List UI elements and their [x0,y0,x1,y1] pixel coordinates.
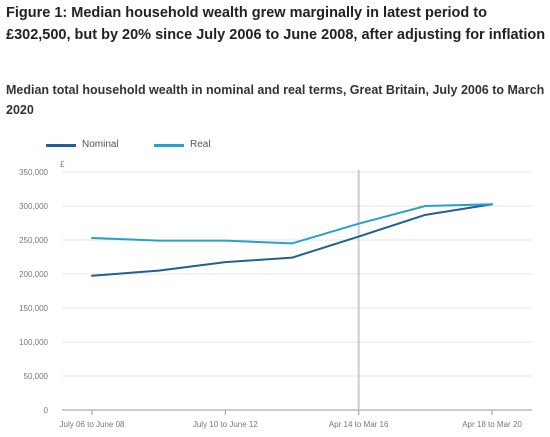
legend-label-real: Real [190,139,211,150]
legend-label-nominal: Nominal [82,139,119,150]
figure-title: Figure 1: Median household wealth grew m… [6,5,546,43]
y-tick-label: 200,000 [19,270,48,279]
y-tick-label: 350,000 [19,168,48,177]
y-tick-label: 250,000 [19,236,48,245]
series-line-real [91,203,493,245]
x-tick-label: July 10 to June 12 [193,420,258,429]
x-tick-label: Apr 18 to Mar 20 [462,420,522,429]
y-tick-label: 0 [44,406,49,415]
series-lines [91,203,493,277]
legend-swatch-nominal [46,144,76,147]
series-line-nominal [91,203,493,277]
y-tick-label: 50,000 [24,372,49,381]
y-tick-label: 100,000 [19,338,48,347]
y-tick-label: 300,000 [19,202,48,211]
legend-swatch-real [154,144,184,147]
axes: 0 50,000 100,000 150,000 200,000 250,000 300,0… [19,160,522,429]
figure-subtitle: Median total household wealth in nominal… [6,83,545,117]
x-tick-label: Apr 14 to Mar 16 [329,420,389,429]
y-axis-unit-label: £ [60,160,65,169]
x-tick-label: July 06 to June 08 [60,420,125,429]
y-tick-label: 150,000 [19,304,48,313]
